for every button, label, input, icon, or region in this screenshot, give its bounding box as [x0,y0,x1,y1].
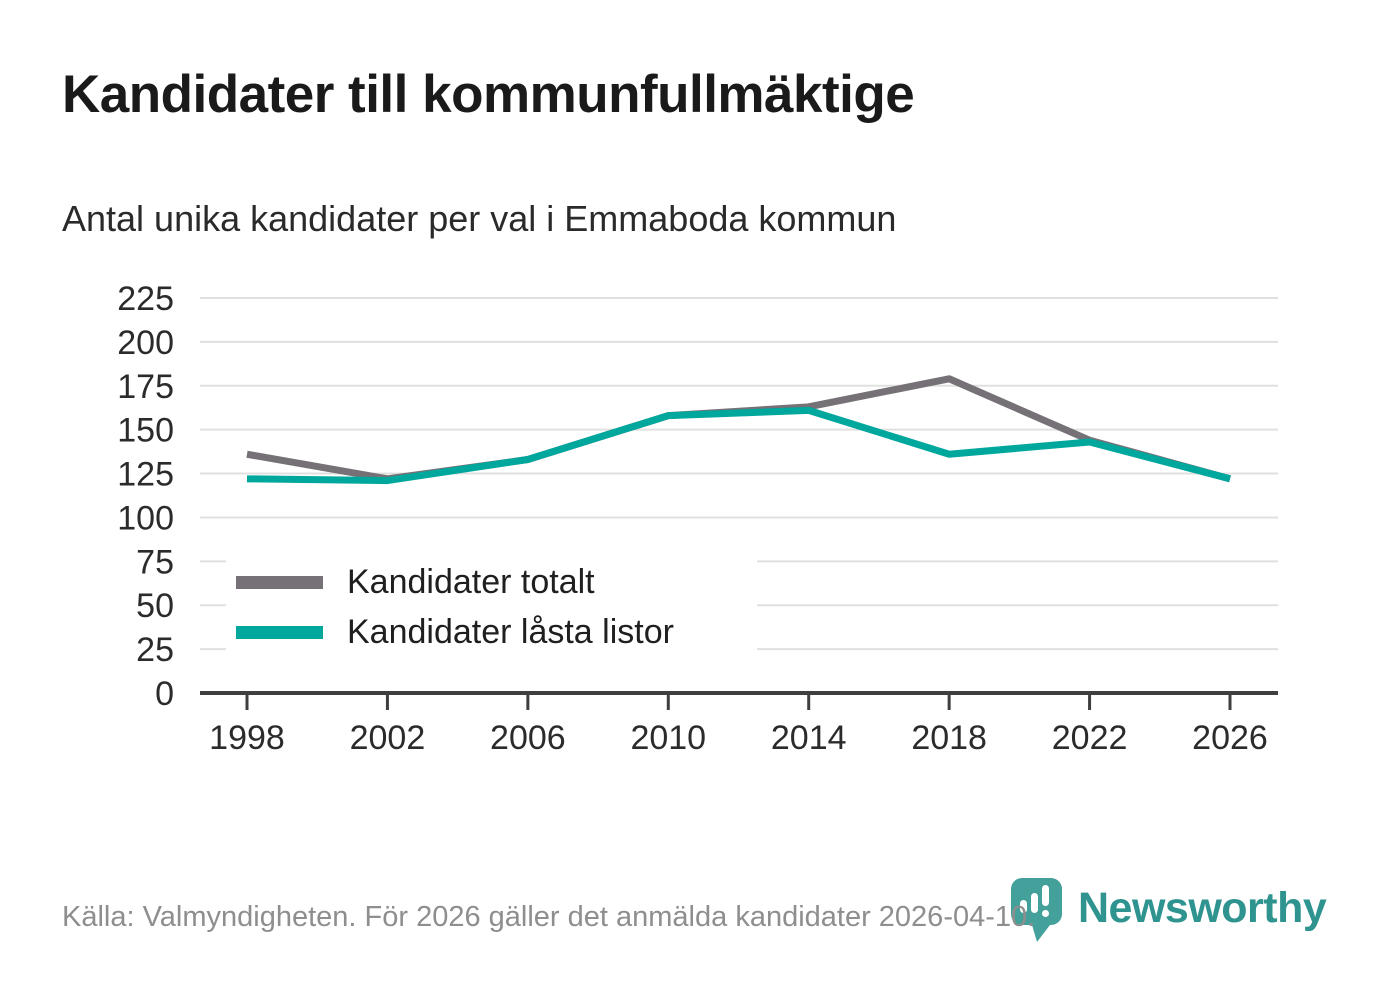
chart-subtitle: Antal unika kandidater per val i Emmabod… [62,198,897,239]
teal-line-swatch [236,625,323,639]
line-chart-plot: 0 25 50 75 100 125 150 175 200 225 1998 2002 2006 201… [117,280,1278,757]
legend-label: Kandidater låsta listor [347,613,674,651]
x-tick-label: 2022 [1052,719,1128,757]
legend-item-totalt: Kandidater totalt [236,558,757,606]
chart-legend: Kandidater totalt Kandidater låsta listo… [226,558,757,658]
gray-line-swatch [236,575,323,589]
newsworthy-pin-barchart-icon [1011,878,1062,942]
y-tick-label: 100 [117,499,174,537]
y-tick-label: 25 [136,631,174,669]
y-tick-label: 175 [117,368,174,406]
x-tick-label: 2014 [771,719,847,757]
chart-title: Kandidater till kommunfullmäktige [62,65,915,124]
source-note: Källa: Valmyndigheten. För 2026 gäller d… [62,901,1036,933]
x-tick-label: 2018 [911,719,987,757]
x-tick-label: 2026 [1192,719,1268,757]
legend-item-lasta-listor: Kandidater låsta listor [236,606,757,658]
x-tick-label: 2002 [350,719,426,757]
y-tick-label: 150 [117,412,174,450]
series-line-1 [246,406,1231,485]
legend-label: Kandidater totalt [347,563,595,601]
y-tick-label: 50 [136,587,174,625]
x-tick-label: 2006 [490,719,566,757]
brand-wordmark: Newsworthy [1078,884,1327,932]
x-tick-label: 1998 [209,719,285,757]
y-tick-label: 200 [117,324,174,362]
y-tick-label: 125 [117,456,174,494]
y-tick-label: 75 [136,543,174,581]
y-tick-label: 0 [155,675,174,713]
x-tick-label: 2010 [630,719,706,757]
y-tick-label: 225 [117,280,174,318]
